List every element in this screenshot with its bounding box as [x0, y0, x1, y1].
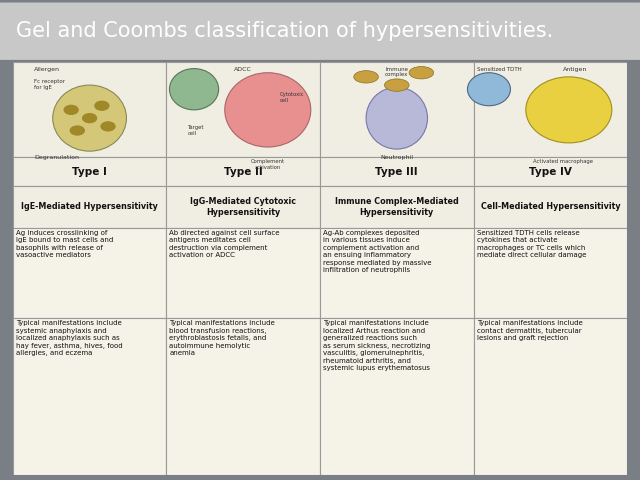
- Text: Cytotoxic
cell: Cytotoxic cell: [280, 92, 305, 103]
- Text: Ab directed against cell surface
antigens meditates cell
destruction via complem: Ab directed against cell surface antigen…: [170, 229, 280, 258]
- Text: Typical manifestations include
blood transfusion reactions,
erythroblastosis fet: Typical manifestations include blood tra…: [170, 321, 275, 356]
- Text: IgG-Mediated Cytotoxic
Hypersensitivity: IgG-Mediated Cytotoxic Hypersensitivity: [190, 197, 296, 216]
- Text: Type IV: Type IV: [529, 167, 572, 177]
- FancyBboxPatch shape: [0, 2, 640, 60]
- Text: Immune Complex-Mediated
Hypersensitivity: Immune Complex-Mediated Hypersensitivity: [335, 197, 459, 216]
- Ellipse shape: [467, 72, 511, 106]
- Text: IgE-Mediated Hypersensitivity: IgE-Mediated Hypersensitivity: [21, 203, 158, 211]
- FancyBboxPatch shape: [474, 157, 627, 186]
- Ellipse shape: [366, 87, 428, 149]
- FancyBboxPatch shape: [13, 186, 166, 228]
- Text: Complement
activation: Complement activation: [251, 159, 285, 170]
- Text: Antigen: Antigen: [563, 67, 587, 72]
- Text: Degranulation: Degranulation: [35, 155, 79, 160]
- Text: Sensitized TDTH cells release
cytokines that activate
macrophages or TC cells wh: Sensitized TDTH cells release cytokines …: [477, 229, 586, 258]
- Ellipse shape: [82, 113, 97, 123]
- Text: Typical manifestations include
localized Arthus reaction and
generalized reactio: Typical manifestations include localized…: [323, 321, 431, 372]
- Ellipse shape: [225, 72, 311, 147]
- FancyBboxPatch shape: [166, 228, 320, 318]
- FancyBboxPatch shape: [474, 62, 627, 157]
- Text: Ag induces crosslinking of
IgE bound to mast cells and
basophils with release of: Ag induces crosslinking of IgE bound to …: [16, 229, 113, 258]
- FancyBboxPatch shape: [166, 157, 320, 186]
- Text: Cell-Mediated Hypersensitivity: Cell-Mediated Hypersensitivity: [481, 203, 620, 211]
- Text: Sensitized TDTH: Sensitized TDTH: [477, 67, 522, 72]
- FancyBboxPatch shape: [474, 318, 627, 475]
- FancyBboxPatch shape: [13, 62, 166, 157]
- Text: Typical manifestations include
systemic anaphylaxis and
localized anaphylaxis su: Typical manifestations include systemic …: [16, 321, 122, 356]
- Ellipse shape: [354, 71, 378, 83]
- Ellipse shape: [52, 85, 127, 151]
- FancyBboxPatch shape: [13, 157, 166, 186]
- Text: Target
cell: Target cell: [188, 125, 204, 136]
- Text: Type III: Type III: [376, 167, 418, 177]
- Text: Type II: Type II: [224, 167, 262, 177]
- FancyBboxPatch shape: [320, 228, 474, 318]
- Ellipse shape: [63, 105, 79, 115]
- Text: Neutrophil: Neutrophil: [380, 155, 413, 160]
- Ellipse shape: [409, 67, 434, 79]
- FancyBboxPatch shape: [166, 186, 320, 228]
- FancyBboxPatch shape: [474, 228, 627, 318]
- Ellipse shape: [70, 125, 85, 136]
- Ellipse shape: [385, 79, 409, 91]
- Text: Allergen: Allergen: [35, 67, 60, 72]
- Text: Activated macrophage: Activated macrophage: [532, 159, 593, 165]
- Ellipse shape: [94, 101, 109, 111]
- FancyBboxPatch shape: [474, 186, 627, 228]
- FancyBboxPatch shape: [320, 62, 474, 157]
- FancyBboxPatch shape: [166, 318, 320, 475]
- FancyBboxPatch shape: [13, 62, 627, 475]
- Text: Ag-Ab complexes deposited
in various tissues induce
complement activation and
an: Ag-Ab complexes deposited in various tis…: [323, 229, 431, 273]
- Text: Typical manifestations include
contact dermatitis, tubercular
lesions and graft : Typical manifestations include contact d…: [477, 321, 582, 341]
- FancyBboxPatch shape: [13, 318, 166, 475]
- FancyBboxPatch shape: [320, 318, 474, 475]
- Text: Type I: Type I: [72, 167, 107, 177]
- Ellipse shape: [100, 121, 116, 132]
- FancyBboxPatch shape: [320, 186, 474, 228]
- FancyBboxPatch shape: [166, 62, 320, 157]
- Ellipse shape: [526, 77, 612, 143]
- Text: Immune
complex: Immune complex: [385, 67, 408, 77]
- FancyBboxPatch shape: [13, 228, 166, 318]
- Text: ADCC: ADCC: [234, 67, 252, 72]
- FancyBboxPatch shape: [320, 157, 474, 186]
- Ellipse shape: [170, 69, 219, 110]
- Text: Fc receptor
for IgE: Fc receptor for IgE: [35, 79, 65, 90]
- Text: Gel and Coombs classification of hypersensitivities.: Gel and Coombs classification of hyperse…: [16, 21, 553, 41]
